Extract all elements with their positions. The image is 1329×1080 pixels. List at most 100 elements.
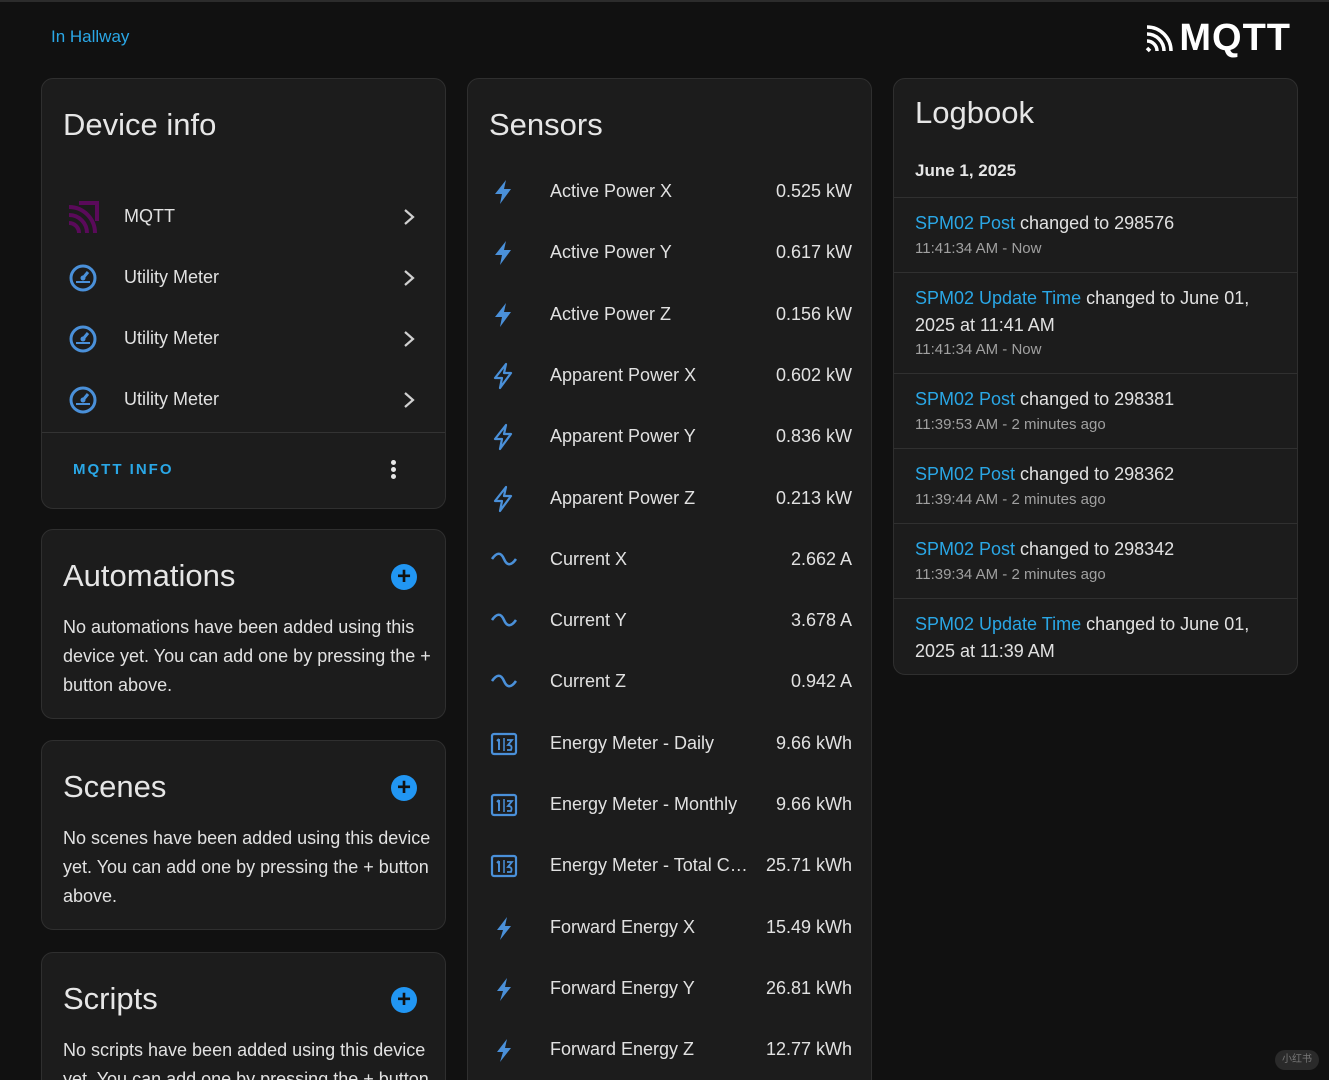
scripts-empty-text: No scripts have been added using this de… bbox=[63, 1040, 429, 1080]
sensor-row[interactable]: Energy Meter - Total Co... 25.71 kWh bbox=[468, 835, 871, 896]
sensor-value: 25.71 kWh bbox=[765, 855, 852, 876]
scenes-title: Scenes bbox=[63, 769, 167, 804]
logbook-date: June 1, 2025 bbox=[915, 161, 1017, 180]
logbook-message: SPM02 Post changed to 298576 bbox=[915, 210, 1255, 237]
logbook-entry: SPM02 Post changed to 298381 11:39:53 AM… bbox=[894, 373, 1297, 448]
logbook-entry: SPM02 Update Time changed to June 01, 20… bbox=[894, 598, 1297, 674]
gauge-icon bbox=[69, 264, 97, 292]
sensors-card: Sensors Active Power X 0.525 kW Active Pow… bbox=[467, 78, 872, 1080]
current-ac-icon bbox=[490, 552, 518, 566]
logbook-message: SPM02 Post changed to 298362 bbox=[915, 461, 1255, 488]
sensor-name: Active Power X bbox=[550, 181, 673, 201]
chevron-right-icon bbox=[404, 392, 415, 408]
logbook-entity-link[interactable]: SPM02 Update Time bbox=[915, 288, 1082, 308]
logbook-entity-link[interactable]: SPM02 Post bbox=[915, 539, 1016, 559]
sensor-row[interactable]: Forward Energy Y 26.81 kWh bbox=[468, 958, 871, 1019]
logbook-title: Logbook bbox=[915, 95, 1034, 130]
sensor-row[interactable]: Apparent Power Z 0.213 kW bbox=[468, 468, 871, 529]
sensor-row[interactable]: Apparent Power Y 0.836 kW bbox=[468, 406, 871, 467]
sensor-value: 2.662 A bbox=[790, 548, 852, 569]
sensor-value: 26.81 kWh bbox=[765, 977, 852, 998]
logbook-entity-link[interactable]: SPM02 Post bbox=[915, 389, 1016, 409]
logbook-change-text: changed to 298381 bbox=[1015, 389, 1175, 409]
logbook-card: Logbook June 1, 2025 SPM02 Post changed … bbox=[893, 78, 1298, 675]
sensors-title: Sensors bbox=[489, 107, 603, 142]
logbook-entry: SPM02 Post changed to 298342 11:39:34 AM… bbox=[894, 523, 1297, 598]
device-item-label: MQTT bbox=[124, 206, 175, 226]
sensor-name: Current Z bbox=[550, 671, 627, 692]
sensor-name: Energy Meter - Total Co... bbox=[550, 855, 750, 876]
sensor-name: Apparent Power Y bbox=[550, 426, 696, 447]
sensor-name: Forward Energy Y bbox=[550, 977, 695, 998]
logbook-entry: SPM02 Post changed to 298362 11:39:44 AM… bbox=[894, 448, 1297, 523]
sensor-name: Apparent Power Z bbox=[550, 487, 696, 508]
logbook-entity-link[interactable]: SPM02 Post bbox=[915, 464, 1016, 484]
lightning-icon bbox=[497, 977, 511, 1001]
sensor-value: 15.49 kWh bbox=[765, 916, 852, 937]
device-item-label: Utility Meter bbox=[124, 389, 220, 409]
logbook-change-text: changed to June 01, 2025 at 11:39 AM bbox=[915, 614, 1250, 661]
sensor-value: 9.66 kWh bbox=[775, 794, 852, 814]
logbook-entity-link[interactable]: SPM02 Update Time bbox=[915, 614, 1082, 634]
sensor-row[interactable]: Active Power Y 0.617 kW bbox=[468, 222, 871, 283]
flash-icon bbox=[495, 302, 511, 327]
sensor-row[interactable]: Active Power Z 0.156 kW bbox=[468, 284, 871, 345]
flash-outline-icon bbox=[493, 362, 513, 389]
flash-icon bbox=[495, 241, 511, 266]
sensor-name: Active Power Z bbox=[550, 303, 672, 324]
sensor-value: 3.678 A bbox=[790, 610, 852, 631]
logbook-message: SPM02 Update Time changed to June 01, 20… bbox=[915, 285, 1255, 339]
sensor-row[interactable]: Forward Energy Z 12.77 kWh bbox=[468, 1019, 871, 1080]
current-ac-icon bbox=[490, 674, 518, 688]
sensor-name: Current X bbox=[550, 548, 628, 569]
device-item-label: Utility Meter bbox=[124, 267, 220, 287]
sensor-row[interactable]: Current Y 3.678 A bbox=[468, 590, 871, 651]
logbook-change-text: changed to June 01, 2025 at 11:41 AM bbox=[915, 288, 1250, 335]
top-border bbox=[0, 0, 1329, 2]
scripts-title: Scripts bbox=[63, 981, 158, 1016]
sensor-value: 0.617 kW bbox=[775, 242, 852, 263]
scenes-empty-text: No scenes have been added using this dev… bbox=[63, 828, 431, 906]
sensor-row[interactable]: Energy Meter - Daily 9.66 kWh bbox=[468, 713, 871, 774]
sensor-name: Energy Meter - Monthly bbox=[550, 794, 738, 814]
automations-card: Automations + No automations have been a… bbox=[41, 529, 446, 719]
sensor-row[interactable]: Current X 2.662 A bbox=[468, 529, 871, 590]
sensor-value: 12.77 kWh bbox=[765, 1039, 852, 1060]
device-item-utility-meter[interactable]: Utility Meter bbox=[42, 248, 445, 309]
mqtt-logo-icon bbox=[1146, 25, 1174, 53]
logbook-change-text: changed to 298342 bbox=[1015, 539, 1175, 559]
sensor-row[interactable]: Current Z 0.942 A bbox=[468, 651, 871, 712]
sensor-row[interactable]: Forward Energy X 15.49 kWh bbox=[468, 897, 871, 958]
brand-wordmark: MQTT bbox=[1179, 17, 1291, 59]
sensor-row[interactable]: Apparent Power X 0.602 kW bbox=[468, 345, 871, 406]
counter-icon bbox=[490, 855, 518, 878]
chevron-right-icon bbox=[404, 270, 415, 286]
device-info-title: Device info bbox=[63, 107, 217, 142]
sensor-name: Current Y bbox=[550, 610, 627, 631]
logbook-change-text: changed to 298362 bbox=[1015, 464, 1175, 484]
sensor-row[interactable]: Active Power X 0.525 kW bbox=[468, 161, 871, 222]
more-options-icon[interactable] bbox=[381, 459, 405, 483]
logbook-entity-link[interactable]: SPM02 Post bbox=[915, 213, 1016, 233]
mqtt-info-button[interactable]: MQTT INFO bbox=[73, 461, 174, 478]
lightning-icon bbox=[497, 1039, 511, 1063]
area-link[interactable]: In Hallway bbox=[51, 27, 130, 46]
current-ac-icon bbox=[490, 613, 518, 627]
lightning-icon bbox=[497, 916, 511, 940]
device-item-mqtt[interactable]: MQTT bbox=[42, 187, 445, 248]
logbook-time: 11:39:34 AM - 2 minutes ago bbox=[915, 566, 1106, 583]
device-item-utility-meter[interactable]: Utility Meter bbox=[42, 370, 445, 431]
sensor-value: 0.525 kW bbox=[775, 181, 852, 201]
add-script-button[interactable]: + bbox=[391, 987, 417, 1013]
device-item-label: Utility Meter bbox=[124, 328, 220, 348]
mqtt-icon bbox=[68, 201, 99, 233]
device-item-utility-meter[interactable]: Utility Meter bbox=[42, 309, 445, 370]
counter-icon bbox=[490, 793, 518, 817]
sensor-name: Apparent Power X bbox=[550, 364, 697, 385]
add-automation-button[interactable]: + bbox=[391, 564, 417, 590]
divider bbox=[42, 432, 445, 433]
chevron-right-icon bbox=[404, 209, 415, 225]
flash-outline-icon bbox=[493, 424, 513, 451]
sensor-row[interactable]: Energy Meter - Monthly 9.66 kWh bbox=[468, 774, 871, 835]
add-scene-button[interactable]: + bbox=[391, 775, 417, 801]
